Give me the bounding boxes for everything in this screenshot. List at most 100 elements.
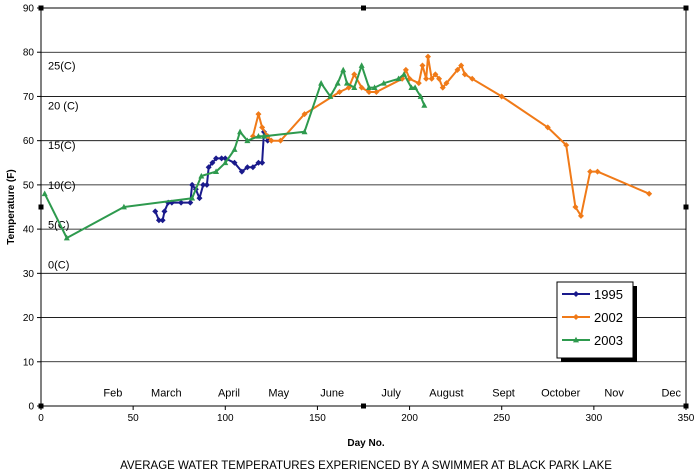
month-label: August — [429, 387, 463, 399]
data-point-2002 — [259, 124, 266, 131]
y-tick-label: 20 — [23, 313, 35, 324]
data-point-1995 — [205, 164, 212, 171]
data-point-1995 — [189, 181, 196, 188]
legend-item-2002: 2002 — [562, 310, 623, 325]
data-point-2002 — [428, 75, 435, 82]
series-line-2002 — [251, 55, 650, 217]
x-axis-ticks: 0 50 100 150 200 250 300 350 — [38, 406, 695, 424]
data-point-1995 — [259, 159, 266, 166]
data-point-2002 — [498, 93, 505, 100]
data-point-2003 — [120, 203, 127, 210]
data-point-2003 — [334, 79, 341, 86]
data-point-2002 — [268, 137, 275, 144]
x-tick-label: 50 — [128, 413, 140, 424]
data-point-2002 — [358, 84, 365, 91]
x-tick-label: 300 — [586, 413, 603, 424]
y-tick-label: 80 — [23, 48, 35, 59]
data-point-1995 — [161, 208, 168, 215]
data-point-2003 — [327, 93, 334, 99]
data-point-1995 — [187, 199, 194, 206]
data-point-1995 — [209, 159, 216, 166]
chart-annotations: Feb March April May June July August Sept Octobe… — [48, 60, 682, 399]
data-point-2003 — [380, 79, 387, 86]
data-point-2003 — [255, 133, 262, 139]
data-point-2003 — [301, 128, 308, 135]
data-point-2002 — [255, 111, 262, 118]
month-label: June — [320, 387, 344, 399]
data-point-2002 — [458, 62, 465, 69]
legend-marker — [573, 291, 579, 297]
data-point-1995 — [196, 195, 203, 202]
x-tick-label: 150 — [309, 413, 326, 424]
y-tick-label: 50 — [23, 180, 35, 191]
data-point-2003 — [358, 62, 365, 68]
y-tick-label: 0 — [28, 402, 34, 413]
data-point-2002 — [439, 84, 446, 91]
data-point-2003 — [198, 172, 205, 179]
data-point-2003 — [417, 93, 424, 99]
data-point-2003 — [189, 194, 196, 201]
data-point-2002 — [436, 75, 443, 82]
data-point-2003 — [340, 66, 347, 73]
celsius-label: 10(C) — [48, 180, 76, 192]
x-tick-label: 100 — [217, 413, 234, 424]
x-tick-label: 200 — [401, 413, 418, 424]
data-point-2003 — [343, 79, 350, 86]
celsius-label: 20 (C) — [48, 100, 79, 112]
y-tick-label: 30 — [23, 269, 35, 280]
selection-handle — [683, 5, 689, 11]
data-point-1995 — [159, 217, 166, 224]
data-point-2003 — [412, 84, 419, 90]
data-point-2003 — [237, 128, 244, 135]
data-point-1995 — [203, 181, 210, 188]
selection-handle — [38, 403, 44, 409]
data-point-2003 — [366, 84, 373, 90]
celsius-label: 15(C) — [48, 140, 76, 152]
legend-label: 2003 — [594, 333, 623, 348]
data-point-2002 — [587, 168, 594, 175]
data-point-2002 — [432, 71, 439, 78]
celsius-label: 0(C) — [48, 259, 69, 271]
data-point-1995 — [255, 159, 262, 166]
data-point-2002 — [572, 204, 579, 210]
legend: 1995 2002 2003 — [556, 281, 637, 362]
y-tick-label: 70 — [23, 92, 35, 103]
month-label: May — [268, 387, 289, 399]
series-2002 — [249, 53, 653, 219]
data-point-2003 — [222, 159, 229, 166]
selection-handle — [38, 5, 44, 11]
data-point-2003 — [401, 71, 408, 77]
month-label: Sept — [492, 387, 515, 399]
month-label: April — [218, 387, 240, 399]
data-point-2002 — [419, 62, 426, 69]
gridlines — [41, 51, 686, 363]
data-point-2003 — [421, 102, 428, 108]
data-point-2002 — [443, 80, 450, 87]
y-tick-label: 90 — [23, 4, 35, 15]
month-label: Feb — [103, 387, 122, 399]
y-tick-label: 40 — [23, 225, 35, 236]
data-point-2002 — [544, 124, 551, 131]
month-label: Dec — [661, 387, 681, 399]
legend-label: 1995 — [594, 287, 623, 302]
y-axis-ticks: 0 10 20 30 40 50 60 70 80 90 — [23, 4, 41, 413]
data-point-1995 — [244, 164, 251, 171]
data-point-2002 — [366, 89, 373, 96]
series-2003 — [41, 62, 428, 241]
data-point-2002 — [373, 89, 380, 96]
data-point-2002 — [461, 71, 468, 78]
legend-item-2003: 2003 — [562, 333, 623, 348]
y-tick-label: 10 — [23, 357, 35, 368]
data-point-2002 — [425, 53, 431, 60]
y-tick-label: 60 — [23, 136, 35, 147]
data-point-2002 — [351, 71, 358, 78]
data-point-1995 — [155, 217, 162, 224]
data-point-2003 — [244, 137, 251, 144]
data-point-2002 — [277, 137, 284, 144]
data-point-2003 — [395, 75, 402, 82]
x-axis-title: Day No. — [347, 438, 384, 449]
data-point-2003 — [231, 146, 238, 152]
legend-item-1995: 1995 — [562, 287, 623, 302]
selection-handle — [361, 5, 366, 11]
data-point-2002 — [336, 89, 343, 96]
